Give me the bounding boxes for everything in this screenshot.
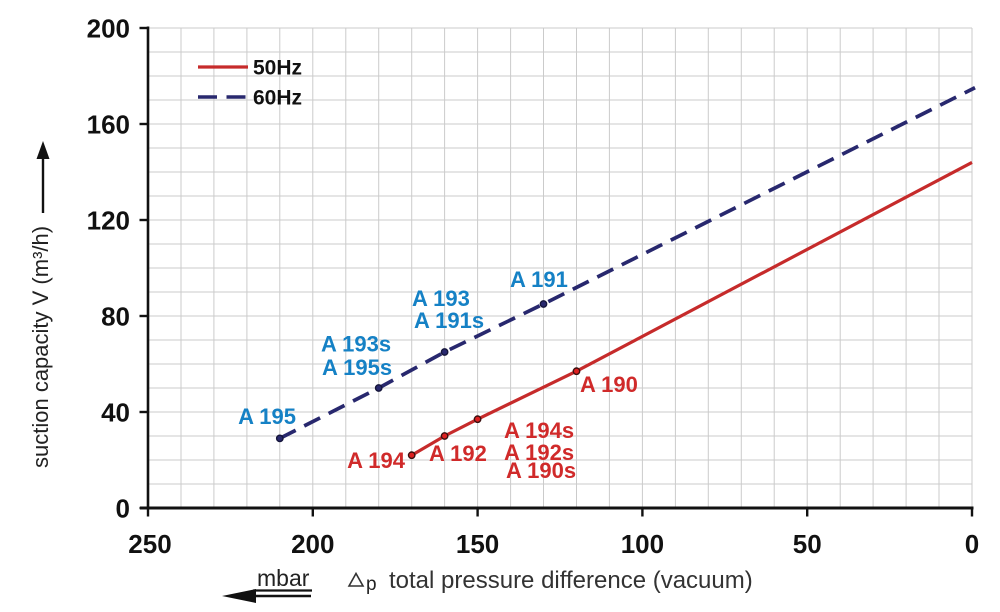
svg-text:A 194s: A 194s [504,418,574,443]
svg-text:A 192: A 192 [429,441,487,466]
svg-text:60Hz: 60Hz [253,87,302,110]
svg-text:40: 40 [101,397,130,427]
svg-text:160: 160 [87,109,130,139]
svg-text:200: 200 [291,529,334,559]
svg-text:A 190s: A 190s [506,458,576,483]
svg-text:A 193s: A 193s [321,332,391,357]
svg-text:A 193: A 193 [412,286,470,311]
svg-text:A 195s: A 195s [322,355,392,380]
svg-text:A 194: A 194 [347,448,406,473]
svg-text:p: p [366,574,377,595]
svg-text:100: 100 [621,529,664,559]
svg-text:80: 80 [101,301,130,331]
svg-text:250: 250 [128,529,171,559]
svg-text:total pressure difference (vac: total pressure difference (vacuum) [389,567,753,594]
svg-text:A 191: A 191 [510,267,568,292]
svg-text:suction capacity V (m³/h): suction capacity V (m³/h) [28,226,53,468]
svg-text:50Hz: 50Hz [253,57,302,80]
svg-text:A 192s: A 192s [504,440,574,465]
svg-text:A 190: A 190 [580,372,638,397]
svg-text:150: 150 [456,529,499,559]
svg-text:A 191s: A 191s [414,308,484,333]
svg-text:mbar: mbar [257,565,310,591]
svg-text:A 195: A 195 [238,404,296,429]
svg-text:200: 200 [87,13,130,43]
svg-text:120: 120 [87,205,130,235]
svg-text:0: 0 [116,493,130,523]
svg-text:50: 50 [793,529,822,559]
svg-text:0: 0 [965,529,979,559]
